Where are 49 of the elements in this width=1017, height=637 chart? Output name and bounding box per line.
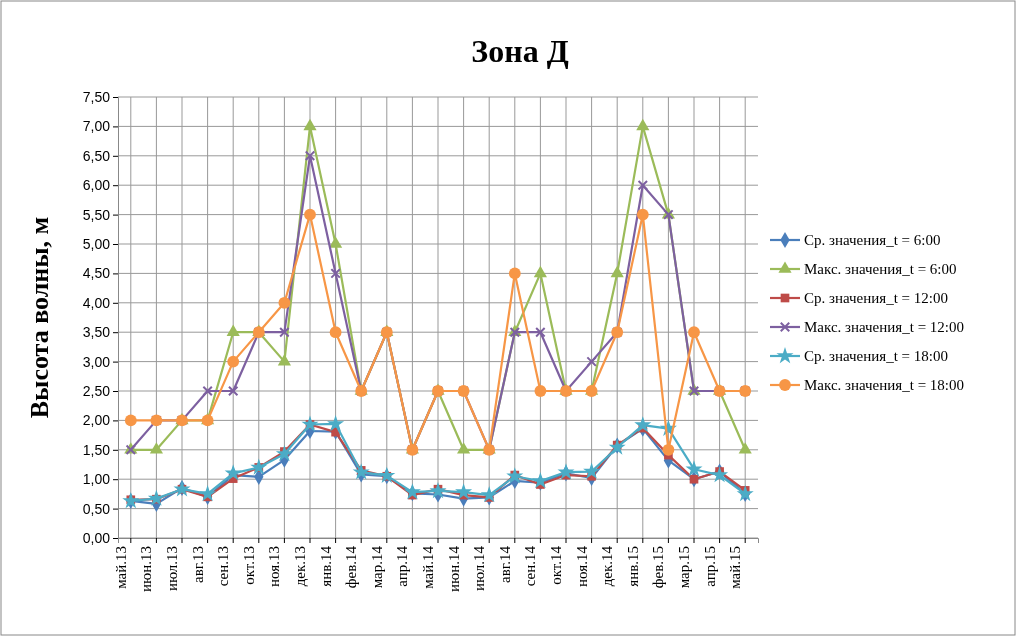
- legend-label: Ср. значения_t = 18:00: [804, 348, 948, 364]
- x-tick-label: фев.14: [343, 545, 360, 589]
- y-tick-label: 4,00: [82, 294, 111, 311]
- x-tick-label: май.14: [420, 545, 436, 589]
- x-tick-label: ноя.13: [266, 546, 283, 587]
- x-tick-label: апр.15: [701, 546, 718, 587]
- x-tick-label: дек.13: [292, 546, 308, 587]
- x-tick-label: мар.14: [368, 545, 385, 589]
- x-tick-label: янв.14: [317, 545, 334, 587]
- legend-label: Макс. значения_t = 12:00: [804, 319, 965, 335]
- y-tick-label: 1,50: [82, 441, 111, 458]
- x-tick-label: сен.14: [522, 545, 539, 587]
- y-tick-label: 2,50: [82, 382, 111, 399]
- y-axis-title: Высота волны, м: [25, 216, 54, 419]
- y-tick-label: 6,50: [82, 147, 111, 164]
- y-tick-label: 3,00: [82, 353, 111, 370]
- y-tick-label: 5,00: [82, 235, 111, 252]
- y-tick-label: 1,00: [82, 471, 111, 488]
- legend-label: Ср. значения_t = 6:00: [804, 232, 941, 248]
- legend-label: Ср. значения_t = 12:00: [804, 290, 948, 306]
- y-tick-label: 0,50: [82, 500, 111, 517]
- y-tick-label: 0,00: [82, 529, 111, 546]
- x-tick-label: дек.14: [599, 545, 616, 587]
- x-tick-label: сен.13: [215, 546, 232, 587]
- y-tick-label: 2,00: [82, 412, 111, 429]
- x-tick-label: авг.13: [189, 546, 206, 583]
- x-tick-label: июл.14: [471, 545, 488, 592]
- x-tick-label: ноя.14: [573, 545, 590, 587]
- legend-label: Макс. значения_t = 18:00: [804, 377, 965, 393]
- x-tick-label: апр.14: [394, 545, 411, 587]
- x-tick-label: фев.15: [650, 546, 667, 589]
- y-tick-label: 4,50: [82, 265, 111, 282]
- y-tick-label: 3,50: [82, 324, 111, 341]
- x-tick-label: май.15: [727, 546, 744, 589]
- x-tick-label: мар.15: [676, 546, 692, 589]
- x-tick-label: окт.13: [240, 546, 257, 585]
- y-tick-label: 7,00: [82, 118, 111, 135]
- chart-title: Зона Д: [471, 33, 569, 69]
- x-tick-label: июл.13: [164, 546, 180, 592]
- y-tick-label: 5,50: [82, 206, 111, 223]
- x-tick-label: авг.14: [496, 545, 513, 583]
- y-tick-label: 6,00: [82, 177, 111, 194]
- x-tick-label: янв.15: [624, 546, 641, 587]
- x-tick-label: июн.14: [445, 545, 462, 593]
- x-tick-label: июн.13: [138, 546, 155, 593]
- legend-label: Макс. значения_t = 6:00: [804, 261, 957, 277]
- y-tick-label: 7,50: [82, 88, 111, 105]
- x-tick-label: май.13: [112, 546, 129, 589]
- x-tick-label: окт.14: [548, 545, 564, 585]
